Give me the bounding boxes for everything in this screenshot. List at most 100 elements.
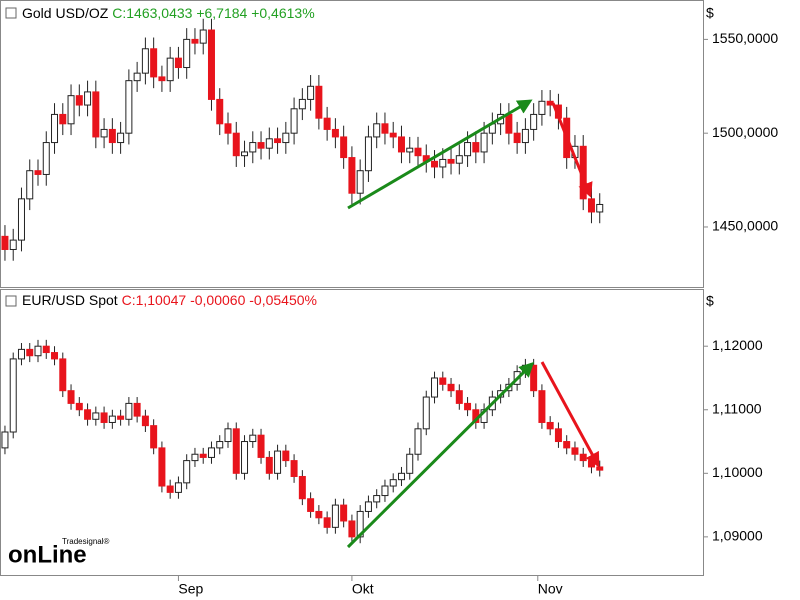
panel-icon	[5, 295, 17, 307]
candle-body	[241, 441, 249, 474]
candle-body	[563, 441, 571, 449]
candle-body	[315, 510, 323, 519]
candle-body	[323, 517, 331, 528]
candle-body	[596, 203, 604, 213]
candle-body	[431, 377, 439, 398]
candle-body	[17, 198, 25, 241]
candle-body	[298, 475, 306, 500]
candle-body	[34, 170, 42, 175]
panel-title: EUR/USD Spot C:1,10047 -0,00060 -0,05450…	[22, 292, 317, 308]
header-value: C:1463,0433 +6,7184 +0,4613%	[112, 5, 314, 21]
candle-body	[133, 402, 141, 417]
candle-body	[42, 345, 50, 354]
panel-frame	[0, 0, 704, 288]
panel-title: Gold USD/OZ C:1463,0433 +6,7184 +0,4613%	[22, 5, 315, 21]
candle-body	[315, 85, 323, 119]
candle-body	[125, 402, 133, 420]
trend-arrow	[346, 361, 535, 549]
candle-body	[183, 460, 191, 484]
trend-arrow	[540, 361, 600, 468]
candle-body	[373, 495, 381, 503]
candle-body	[373, 123, 381, 138]
candle-body	[546, 421, 554, 430]
y-tick-label: 1,11000	[712, 400, 762, 416]
title: Gold USD/OZ	[22, 5, 109, 21]
candle-body	[75, 95, 83, 106]
axis-unit: $	[706, 5, 714, 21]
candle-body	[75, 402, 83, 411]
candle-body	[439, 158, 447, 168]
candle-body	[587, 460, 595, 468]
candle-body	[9, 358, 17, 433]
candle-body	[265, 138, 273, 149]
candle-body	[183, 38, 191, 69]
candle-body	[364, 501, 372, 512]
candle-body	[298, 98, 306, 110]
candle-body	[133, 72, 141, 82]
candle-body	[51, 352, 59, 360]
candle-body	[587, 198, 595, 213]
candle-body	[290, 460, 298, 477]
candle-body	[191, 38, 199, 44]
candle-body	[117, 415, 125, 420]
candle-body	[348, 520, 356, 538]
candle-body	[232, 132, 240, 157]
candle-body	[530, 113, 538, 130]
candle-body	[26, 348, 34, 357]
candle-body	[150, 425, 158, 449]
candle-body	[397, 136, 405, 153]
candle-body	[521, 128, 529, 144]
candle-body	[216, 98, 224, 125]
candle-body	[108, 415, 116, 423]
y-tick-label: 1,12000	[712, 337, 763, 353]
candle-body	[59, 113, 67, 125]
logo: onLine	[8, 541, 87, 568]
y-tick-label: 1,10000	[712, 464, 763, 480]
candle-body	[34, 345, 42, 357]
marks: 1450,0000 1500,0000 1550,0000 1,09000 1,1000…	[1, 18, 778, 597]
y-tick-label: 1450,0000	[712, 218, 778, 234]
candle-body	[232, 428, 240, 474]
candle-body	[414, 147, 422, 157]
candle-body	[505, 113, 513, 134]
candle-body	[356, 170, 364, 194]
candle-body	[340, 136, 348, 159]
x-tick-label: Nov	[538, 581, 563, 597]
candle-body	[224, 428, 232, 443]
candle-body	[249, 142, 257, 153]
candle-body	[331, 128, 339, 138]
candle-body	[51, 113, 59, 144]
trend-arrow	[551, 102, 593, 198]
x-tick-label: Okt	[352, 581, 374, 597]
candle-body	[84, 91, 92, 106]
candle-body	[158, 76, 166, 82]
candle-body	[67, 390, 75, 404]
candle-body	[174, 482, 182, 493]
candle-body	[530, 364, 538, 392]
candle-body	[282, 450, 290, 462]
candle-body	[274, 450, 282, 474]
candle-body	[323, 117, 331, 130]
candle-body	[348, 157, 356, 194]
candle-body	[257, 142, 265, 149]
candle-body	[340, 504, 348, 522]
candle-body	[150, 48, 158, 78]
trend-arrow	[347, 99, 533, 210]
candle-body	[364, 136, 372, 172]
title: EUR/USD Spot	[22, 292, 118, 308]
candle-body	[406, 453, 414, 474]
candle-body	[117, 132, 125, 144]
candle-body	[431, 160, 439, 168]
candle-body	[389, 479, 397, 487]
logo-small: Tradesignal®	[62, 537, 110, 546]
candle-body	[331, 504, 339, 528]
candle-body	[538, 100, 546, 115]
candle-body	[207, 29, 215, 100]
candle-body	[191, 453, 199, 462]
candle-body	[166, 57, 174, 82]
candle-body	[381, 485, 389, 497]
candle-body	[125, 80, 133, 134]
candle-body	[257, 434, 265, 458]
